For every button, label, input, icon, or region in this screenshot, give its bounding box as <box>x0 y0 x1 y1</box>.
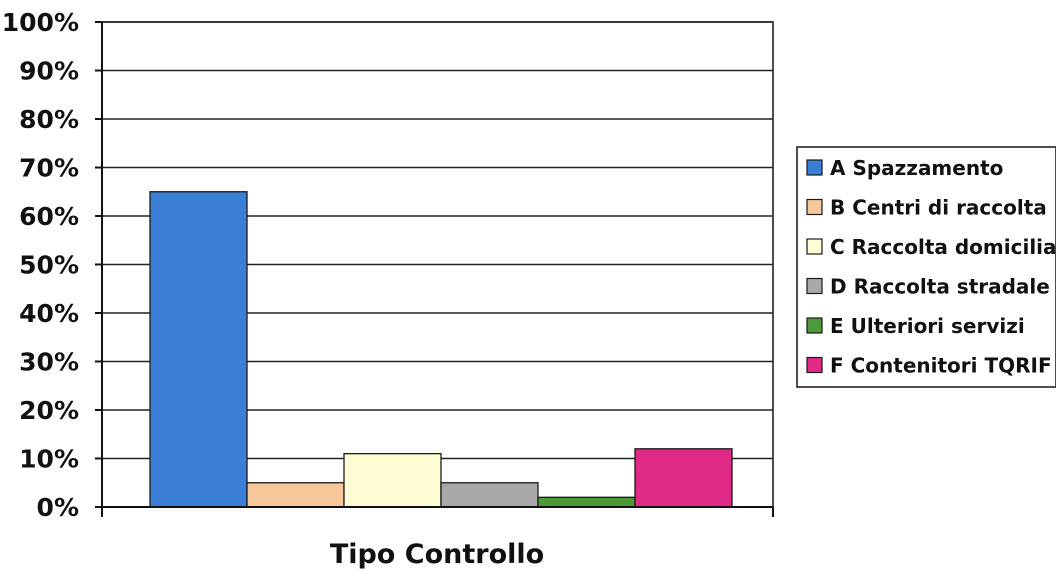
y-tick-label: 100% <box>2 8 79 37</box>
bar-e <box>537 496 636 508</box>
bar-a <box>149 191 248 508</box>
y-tick-label: 50% <box>19 251 79 280</box>
y-tick-label: 70% <box>19 154 79 183</box>
legend-label: B Centri di raccolta <box>830 196 1047 220</box>
y-tick-labels: 0% 10% 20% 30% 40% 50% 60% 70% 80% 90% 100% <box>2 8 79 522</box>
x-axis-title: Tipo Controllo <box>330 539 544 570</box>
y-tick-label: 60% <box>19 202 79 231</box>
y-tick-label: 30% <box>19 348 79 377</box>
bar-d <box>440 482 539 508</box>
legend-label: F Contenitori TQRIF <box>830 354 1052 378</box>
legend-swatch <box>806 198 823 216</box>
axes <box>95 21 774 517</box>
y-tick-label: 20% <box>19 396 79 425</box>
legend-box <box>796 146 1056 388</box>
y-tick-label: 90% <box>19 57 79 86</box>
y-tick-label: 0% <box>37 493 79 522</box>
legend: A Spazzamento B Centri di raccolta C Racco… <box>796 146 1056 388</box>
bar-c <box>343 452 442 508</box>
legend-label: C Raccolta domiciliare <box>830 235 1056 259</box>
bar-f <box>634 448 733 508</box>
legend-label: A Spazzamento <box>830 156 1003 180</box>
legend-swatch <box>806 317 823 334</box>
y-tick-label: 80% <box>19 105 79 134</box>
bar-b <box>246 482 345 508</box>
legend-label: D Raccolta stradale <box>830 275 1050 299</box>
legend-swatch <box>806 356 823 374</box>
y-tick-label: 10% <box>19 445 79 474</box>
legend-swatch <box>806 159 823 176</box>
y-tick-label: 40% <box>19 299 79 328</box>
legend-swatch <box>806 277 823 295</box>
legend-label: E Ulteriori servizi <box>830 314 1025 338</box>
legend-swatch <box>806 238 823 255</box>
